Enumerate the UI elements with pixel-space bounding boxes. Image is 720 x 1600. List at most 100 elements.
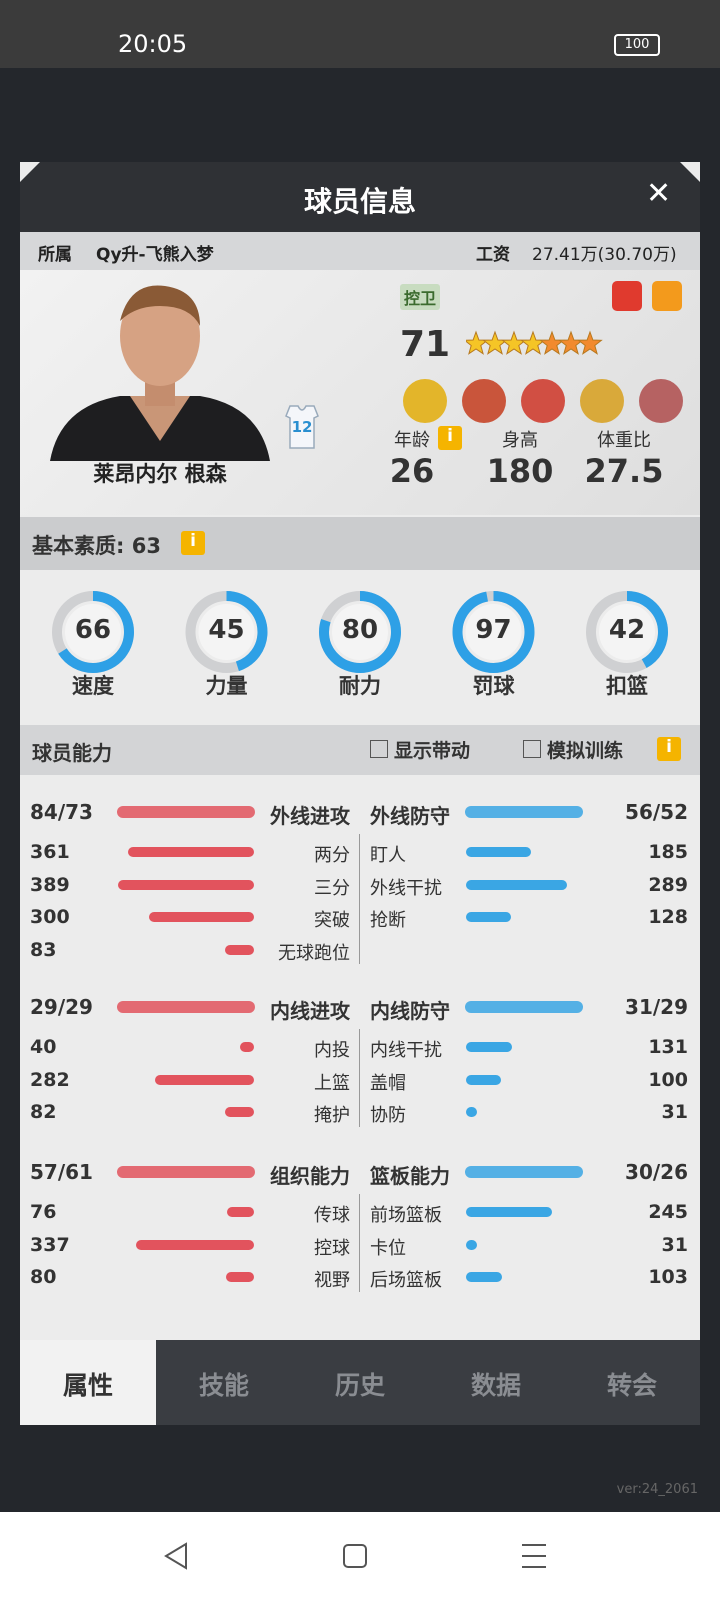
ability-bar <box>466 1272 503 1282</box>
ability-bar <box>149 912 254 922</box>
tab[interactable]: 技能 <box>198 1371 249 1400</box>
ability-value: 100 <box>648 1068 688 1091</box>
attribute-value: 97 <box>475 615 512 645</box>
option-label[interactable]: 显示带动 <box>394 740 471 762</box>
ability-label: 上篮 <box>314 1072 350 1094</box>
ability-bar <box>155 1074 254 1085</box>
group-rating: 84/73 <box>30 800 93 824</box>
star <box>466 330 489 355</box>
team-name: Qy升-飞熊入梦 <box>96 245 214 265</box>
dialog-title: 球员信息 <box>303 185 416 218</box>
position-tag: 控卫 <box>400 284 441 310</box>
ability-label: 传球 <box>314 1205 350 1226</box>
group-name: 外线进攻 <box>270 804 350 828</box>
attribute-value: 42 <box>608 615 646 645</box>
group-bar <box>465 1001 583 1013</box>
ability-bar <box>224 944 254 955</box>
close-button[interactable]: ✕ <box>646 176 672 211</box>
ability-value: 128 <box>648 906 688 928</box>
ability-value: 361 <box>30 841 70 863</box>
ability-value: 76 <box>30 1201 57 1223</box>
group-name: 外线防守 <box>370 804 450 828</box>
attribute-label: 扣篮 <box>606 674 648 698</box>
ability-bar <box>226 1272 254 1282</box>
dialog-header <box>20 162 700 232</box>
option-label[interactable]: 模拟训练 <box>547 740 624 762</box>
group-name: 组织能力 <box>270 1164 350 1188</box>
nav-icons <box>164 1542 546 1570</box>
group-bar <box>465 806 583 818</box>
ability-label: 掩护 <box>314 1105 350 1126</box>
ability-bar <box>466 1107 477 1117</box>
ability-value: 389 <box>30 873 70 896</box>
ring-core <box>65 604 121 660</box>
attribute-value: 45 <box>208 615 245 645</box>
ability-bar <box>466 912 511 922</box>
badges <box>403 379 683 423</box>
abilities-title: 球员能力 <box>32 741 112 765</box>
ring-value <box>452 591 535 673</box>
info-icon[interactable]: i <box>181 531 205 555</box>
stat-value: 27.5 <box>584 452 664 490</box>
ring-core <box>599 604 655 660</box>
ability-bar <box>466 1042 512 1052</box>
attribute-label: 力量 <box>205 674 248 698</box>
ability-value: 289 <box>648 873 688 896</box>
divider <box>359 1029 360 1127</box>
basic-bar <box>0 517 720 570</box>
ability-label: 卡位 <box>370 1237 406 1259</box>
attribute-value: 66 <box>74 615 112 645</box>
checkbox[interactable] <box>523 740 541 758</box>
stat-label: 体重比 <box>597 430 651 451</box>
team-label: 所属 <box>38 245 72 265</box>
hot-icon[interactable] <box>612 281 642 311</box>
tab[interactable]: 历史 <box>334 1371 385 1400</box>
ability-value: 82 <box>30 1101 57 1123</box>
ability-value: 83 <box>30 938 57 961</box>
group-bar <box>117 1001 255 1013</box>
abilities-bar <box>20 725 700 775</box>
tab[interactable]: 属性 <box>62 1371 113 1400</box>
attribute-label: 罚球 <box>472 674 515 698</box>
ability-label: 抢断 <box>370 910 406 931</box>
star <box>577 330 603 355</box>
stat-value: 180 <box>486 452 554 490</box>
group-rating: 30/26 <box>625 1160 688 1184</box>
ability-bar <box>227 1207 254 1217</box>
ring-value <box>319 591 401 673</box>
ability-label: 盖帽 <box>370 1072 406 1094</box>
player-name: 莱昂内尔 根森 <box>93 462 227 486</box>
ring-core <box>465 604 522 660</box>
player-portrait <box>50 285 270 461</box>
ability-bar <box>466 1239 477 1250</box>
ring-value <box>185 591 268 673</box>
ability-value: 31 <box>661 1101 688 1123</box>
attribute-value: 80 <box>341 615 379 645</box>
info-icon[interactable]: i <box>657 737 681 761</box>
divider <box>359 1194 360 1292</box>
ability-label: 协防 <box>370 1105 406 1126</box>
swap-icon[interactable] <box>652 281 682 311</box>
ability-value: 40 <box>30 1036 57 1058</box>
status-bar <box>0 0 720 68</box>
ability-label: 前场篮板 <box>370 1205 442 1226</box>
clock: 20:05 <box>118 30 188 58</box>
group-rating: 31/29 <box>625 995 688 1019</box>
group-rating: 57/61 <box>30 1160 93 1184</box>
ability-label: 控球 <box>314 1237 350 1259</box>
info-icon[interactable]: i <box>438 426 462 450</box>
ability-bar <box>136 1239 254 1250</box>
nav-bar <box>0 1512 720 1600</box>
stat-label: 身高 <box>502 430 538 451</box>
group-name: 篮板能力 <box>370 1164 450 1188</box>
ability-bar <box>466 847 531 857</box>
ability-label: 内投 <box>314 1040 350 1061</box>
checkbox[interactable] <box>370 740 388 758</box>
group-name: 内线进攻 <box>270 999 350 1023</box>
ability-value: 185 <box>648 841 688 863</box>
tab[interactable]: 数据 <box>470 1371 521 1400</box>
tab[interactable]: 转会 <box>606 1371 657 1400</box>
ability-bar <box>466 1207 552 1217</box>
ability-label: 突破 <box>314 910 350 931</box>
